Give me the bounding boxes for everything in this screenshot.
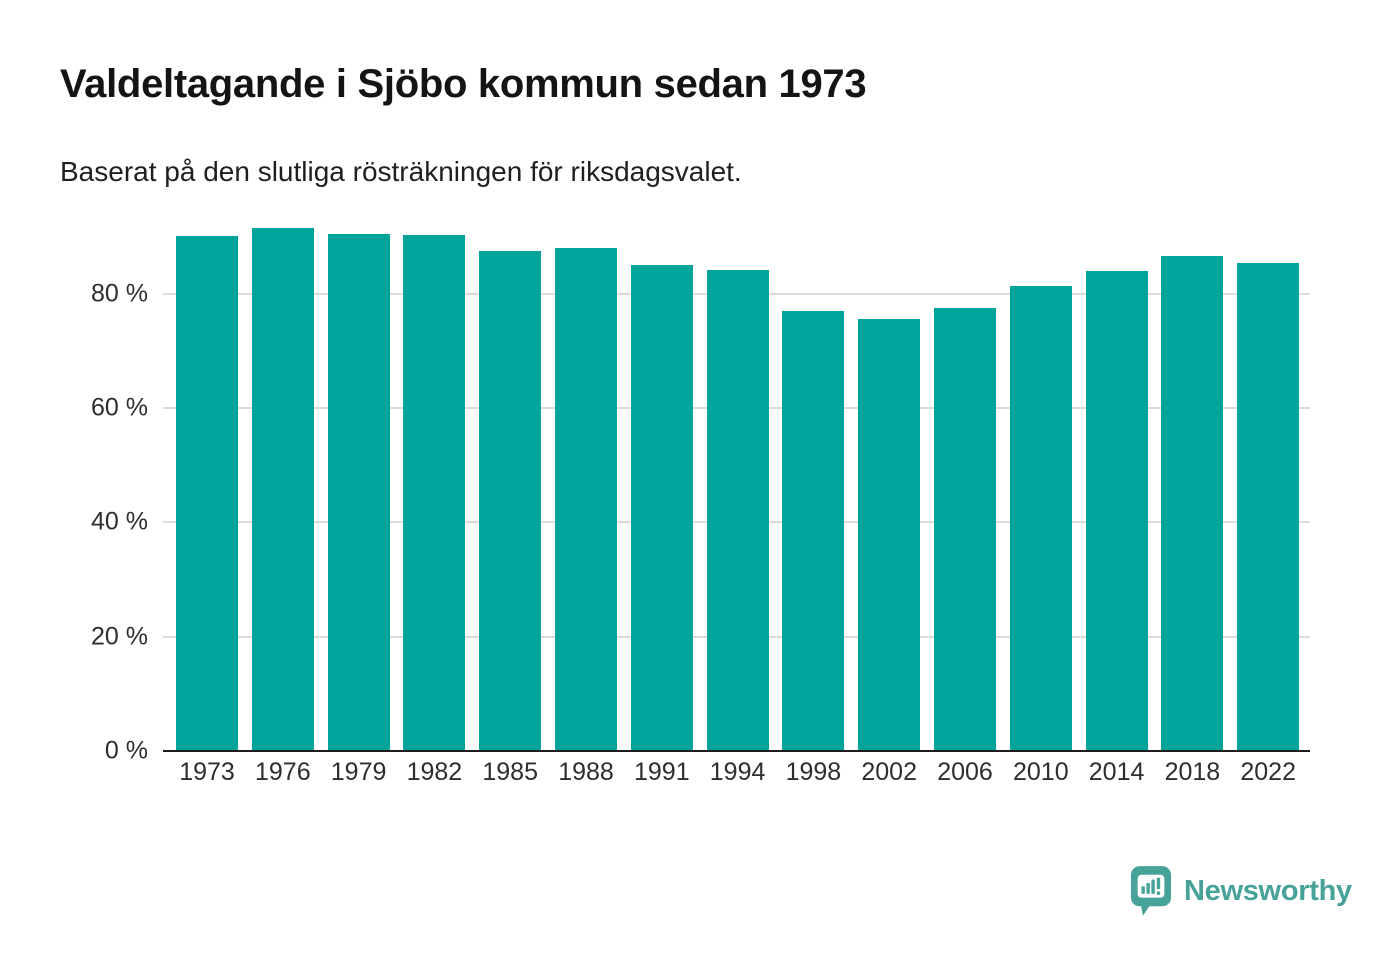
x-axis-labels: 1973 1976 1979 1982 1985 1988 1991 1994 1998 2002… [163, 758, 1310, 798]
page-title: Valdeltagande i Sjöbo kommun sedan 1973 [60, 62, 867, 106]
bar-1985 [479, 250, 542, 751]
y-axis-label: 0 % [104, 736, 148, 765]
bar-1991 [630, 265, 693, 751]
x-axis-label: 1998 [785, 758, 842, 786]
y-axis-labels: 0 % 20 % 40 % 60 % 80 % [0, 225, 163, 764]
y-axis-label: 80 % [91, 279, 148, 308]
x-axis-label: 2014 [1088, 758, 1145, 786]
x-axis-line [163, 750, 1310, 752]
bar-2018 [1161, 255, 1224, 751]
x-axis-label: 1982 [406, 758, 463, 786]
bar-1994 [706, 269, 769, 751]
y-axis-label: 20 % [91, 622, 148, 651]
x-axis-label: 1979 [330, 758, 387, 786]
newsworthy-logo-icon [1130, 865, 1172, 917]
x-axis-label: 1994 [709, 758, 766, 786]
y-axis-label: 40 % [91, 507, 148, 536]
newsworthy-logo-text: Newsworthy [1184, 874, 1352, 907]
x-axis-label: 1991 [633, 758, 690, 786]
page-subtitle: Baserat på den slutliga rösträkningen fö… [60, 156, 742, 187]
bar-1982 [403, 234, 466, 751]
y-axis-label: 60 % [91, 393, 148, 422]
bar-2022 [1237, 262, 1300, 751]
x-axis-label: 1988 [558, 758, 614, 786]
bar-2002 [858, 319, 921, 751]
x-axis-label: 1973 [179, 758, 235, 786]
x-axis-label: 1985 [482, 758, 538, 786]
bar-1988 [555, 248, 617, 751]
bar-1973 [176, 236, 238, 751]
bar-1976 [251, 227, 314, 751]
x-axis-label: 2022 [1240, 758, 1296, 786]
bar-2006 [934, 308, 996, 751]
x-axis-label: 2010 [1012, 758, 1069, 786]
bar-2010 [1009, 285, 1072, 751]
bar-1998 [782, 310, 845, 751]
bar-1979 [327, 234, 390, 751]
x-axis-label: 1976 [254, 758, 311, 786]
newsworthy-logo: Newsworthy [1130, 862, 1352, 920]
x-axis-label: 2018 [1164, 758, 1221, 786]
x-axis-label: 2006 [937, 758, 993, 786]
plot-area [163, 225, 1310, 752]
x-axis-label: 2002 [861, 758, 917, 786]
bar-2014 [1085, 270, 1148, 751]
